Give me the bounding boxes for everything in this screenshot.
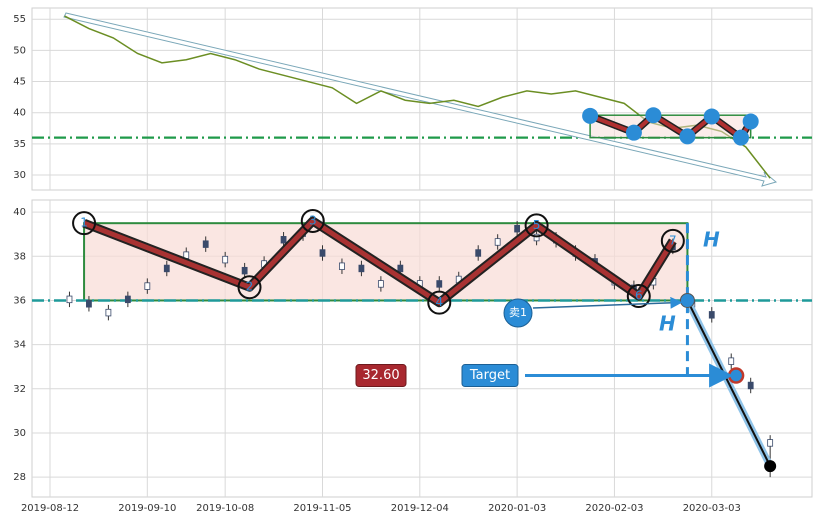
pattern-label: 6	[635, 289, 643, 303]
candle-body	[163, 264, 170, 273]
pattern-point	[427, 290, 452, 315]
candle-body	[708, 311, 715, 319]
x-tick-label: 2019-08-12	[21, 503, 79, 514]
x-tick-label: 2019-10-08	[196, 503, 254, 514]
pattern-dot	[679, 128, 696, 145]
y-tick-label: 30	[13, 170, 26, 181]
pattern-label: 2	[246, 280, 254, 294]
candle-body	[747, 381, 754, 390]
target-box	[461, 364, 519, 388]
pattern-point	[524, 213, 549, 238]
pattern-dot	[645, 107, 662, 124]
x-tick-label: 2019-12-04	[391, 503, 449, 514]
candle-body	[241, 266, 248, 275]
candle-body	[397, 264, 404, 273]
plot-area	[31, 7, 813, 191]
trend-arrow	[63, 12, 778, 187]
candle-body	[767, 439, 774, 447]
target-value: 32.60	[362, 368, 399, 383]
candle-body	[202, 240, 209, 248]
candle-body	[533, 233, 540, 242]
candle-body	[280, 236, 287, 244]
end-point	[764, 460, 777, 473]
signal-arrow	[532, 296, 683, 309]
y-tick-label: 32	[13, 384, 26, 395]
candle-body	[728, 357, 735, 365]
pattern-dot	[703, 108, 720, 125]
candle-body	[358, 264, 365, 273]
pattern-label: 1	[80, 216, 88, 230]
candle-body	[339, 262, 345, 270]
candle-body	[319, 249, 326, 257]
y-tick-label: 28	[13, 472, 26, 483]
y-tick-label: 35	[13, 139, 26, 150]
y-tick-label: 50	[13, 45, 26, 56]
pattern-label: 4	[435, 295, 443, 309]
target-label: Target	[469, 368, 510, 383]
height-label: H	[703, 227, 720, 251]
pattern-line	[83, 218, 675, 306]
pattern-point	[300, 208, 325, 233]
y-tick-label: 34	[13, 340, 26, 351]
pattern-label: 3	[309, 213, 317, 227]
candle-body	[514, 224, 521, 233]
candle-body	[475, 249, 482, 257]
x-tick-label: 2020-03-03	[683, 503, 741, 514]
y-tick-label: 30	[13, 428, 26, 439]
plot-area	[31, 199, 813, 498]
target-point	[727, 367, 745, 384]
pattern-point	[660, 228, 685, 253]
pattern-dot	[742, 113, 759, 130]
candle-body	[124, 295, 131, 304]
candle-body	[222, 255, 229, 264]
candle-body	[66, 295, 73, 304]
x-tick-label: 2020-02-03	[585, 503, 643, 514]
pattern-dot	[582, 107, 599, 124]
candle-body	[494, 238, 501, 246]
candle-body	[144, 282, 151, 290]
x-tick-label: 2019-11-05	[293, 503, 351, 514]
y-tick-label: 36	[13, 295, 26, 306]
pattern-dot	[625, 124, 642, 141]
y-tick-label: 40	[13, 108, 26, 119]
candle-body	[86, 300, 92, 308]
pattern-label: 5	[533, 218, 541, 232]
pattern-point	[626, 284, 651, 309]
candle-body	[105, 308, 112, 317]
y-tick-label: 38	[13, 251, 26, 262]
breakout-point	[679, 292, 695, 308]
candle-body	[377, 280, 384, 288]
x-tick-label: 2020-01-03	[488, 503, 546, 514]
pattern-label: 7	[669, 233, 677, 247]
target-value-box	[355, 364, 407, 388]
y-tick-label: 55	[13, 14, 26, 25]
x-tick-label: 2019-09-10	[118, 503, 176, 514]
height-label: H	[659, 311, 676, 335]
candle-body	[436, 280, 443, 288]
breakdown-line	[686, 300, 772, 467]
signal-label: 卖1	[509, 306, 527, 319]
signal-badge	[503, 298, 533, 328]
y-tick-label: 45	[13, 77, 26, 88]
pattern-point	[237, 275, 262, 300]
pattern-dot	[732, 129, 749, 146]
y-tick-label: 40	[13, 207, 26, 218]
pattern-point	[72, 211, 97, 236]
